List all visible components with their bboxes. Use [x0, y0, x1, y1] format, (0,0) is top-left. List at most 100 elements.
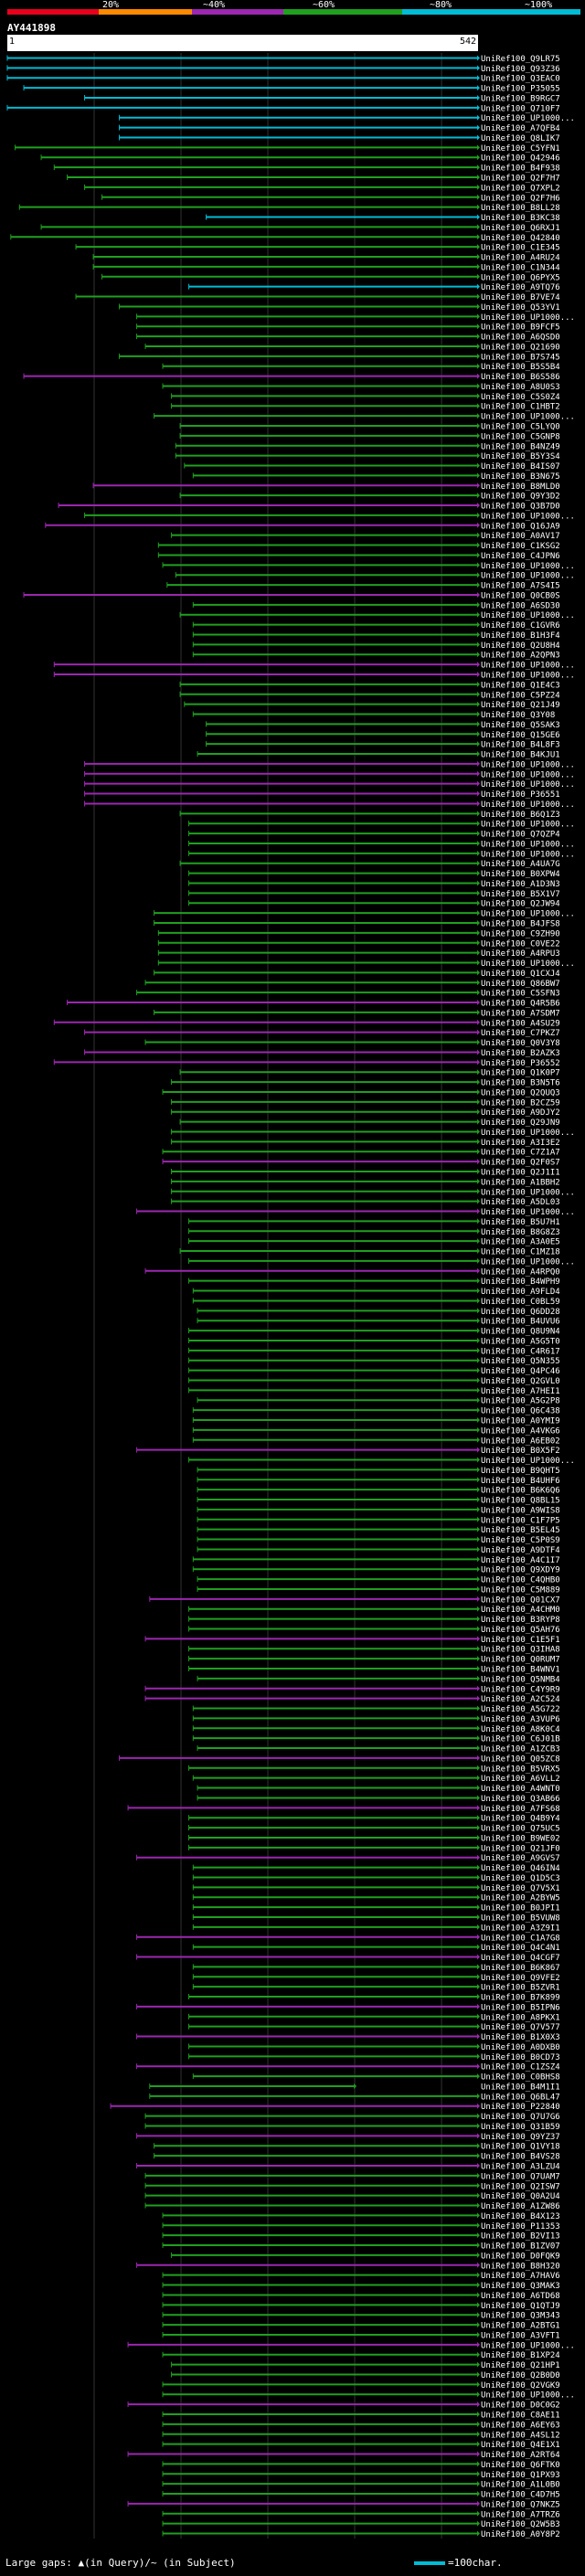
hit-label[interactable]: UniRef100_Q7U7G6 — [481, 2113, 560, 2122]
hit-label[interactable]: UniRef100_UP1000... — [481, 780, 575, 790]
hit-label[interactable]: UniRef100_P36552 — [481, 1059, 560, 1068]
hit-label[interactable]: UniRef100_UP1000... — [481, 562, 575, 571]
hit-label[interactable]: UniRef100_Q21J49 — [481, 701, 560, 710]
hit-label[interactable]: UniRef100_Q7UAM7 — [481, 2172, 560, 2181]
hit-label[interactable]: UniRef100_A5G5T0 — [481, 1337, 560, 1346]
hit-label[interactable]: UniRef100_Q6BL47 — [481, 2093, 560, 2102]
hit-label[interactable]: UniRef100_A9GVS7 — [481, 1854, 560, 1863]
hit-label[interactable]: UniRef100_C4JPN6 — [481, 552, 560, 561]
hit-label[interactable]: UniRef100_Q8BL15 — [481, 1497, 560, 1506]
hit-label[interactable]: UniRef100_B4KJU1 — [481, 751, 560, 760]
hit-label[interactable]: UniRef100_C8AE11 — [481, 2412, 560, 2421]
hit-label[interactable]: UniRef100_Q2F0S7 — [481, 1159, 560, 1168]
hit-label[interactable]: UniRef100_B4WNV1 — [481, 1666, 560, 1675]
hit-label[interactable]: UniRef100_A7S4I5 — [481, 582, 560, 591]
hit-label[interactable]: UniRef100_Q2W5B3 — [481, 2520, 560, 2529]
hit-label[interactable]: UniRef100_D0FQK9 — [481, 2252, 560, 2261]
hit-label[interactable]: UniRef100_Q05ZC8 — [481, 1754, 560, 1764]
hit-label[interactable]: UniRef100_C4Y9R9 — [481, 1685, 560, 1694]
hit-label[interactable]: UniRef100_B9RGC7 — [481, 94, 560, 103]
hit-label[interactable]: UniRef100_B2CZ59 — [481, 1098, 560, 1108]
hit-label[interactable]: UniRef100_Q31B59 — [481, 2123, 560, 2132]
hit-label[interactable]: UniRef100_A4RPQ0 — [481, 1267, 560, 1277]
hit-label[interactable]: UniRef100_C4QHB0 — [481, 1576, 560, 1585]
hit-label[interactable]: UniRef100_B9FCF5 — [481, 323, 560, 333]
hit-label[interactable]: UniRef100_P22840 — [481, 2103, 560, 2112]
hit-label[interactable]: UniRef100_A4WNT0 — [481, 1785, 560, 1794]
hit-label[interactable]: UniRef100_C1E5F1 — [481, 1636, 560, 1645]
hit-label[interactable]: UniRef100_B3RYP8 — [481, 1616, 560, 1625]
hit-label[interactable]: UniRef100_Q1E4C3 — [481, 681, 560, 690]
hit-label[interactable]: UniRef100_C0VE22 — [481, 939, 560, 949]
hit-label[interactable]: UniRef100_UP1000... — [481, 1457, 575, 1466]
hit-label[interactable]: UniRef100_B5X1V7 — [481, 890, 560, 899]
hit-label[interactable]: UniRef100_C1ZSZ4 — [481, 2063, 560, 2072]
hit-label[interactable]: UniRef100_B8MLD0 — [481, 482, 560, 492]
hit-label[interactable]: UniRef100_B2AZK3 — [481, 1049, 560, 1058]
hit-label[interactable]: UniRef100_Q6C438 — [481, 1407, 560, 1416]
hit-label[interactable]: UniRef100_Q1QTJ9 — [481, 2302, 560, 2311]
hit-label[interactable]: UniRef100_A2BYW5 — [481, 1894, 560, 1903]
hit-label[interactable]: UniRef100_A4RU24 — [481, 254, 560, 263]
hit-label[interactable]: UniRef100_C4D7H5 — [481, 2491, 560, 2500]
hit-label[interactable]: UniRef100_A0YMI9 — [481, 1417, 560, 1426]
hit-label[interactable]: UniRef100_Q5N355 — [481, 1357, 560, 1366]
hit-label[interactable]: UniRef100_C9ZH90 — [481, 929, 560, 938]
hit-label[interactable]: UniRef100_A4SU29 — [481, 1019, 560, 1028]
hit-label[interactable]: UniRef100_B4UVU6 — [481, 1318, 560, 1327]
hit-label[interactable]: UniRef100_Q7V577 — [481, 2023, 560, 2032]
hit-label[interactable]: UniRef100_UP1000... — [481, 959, 575, 969]
hit-label[interactable]: UniRef100_Q5NMB4 — [481, 1675, 560, 1684]
hit-label[interactable]: UniRef100_A6VLL2 — [481, 1775, 560, 1784]
hit-label[interactable]: UniRef100_Q93Z36 — [481, 65, 560, 74]
hit-label[interactable]: UniRef100_A4C1I7 — [481, 1556, 560, 1565]
hit-label[interactable]: UniRef100_Q8U9N4 — [481, 1328, 560, 1337]
hit-label[interactable]: UniRef100_A0Y8P2 — [481, 2530, 560, 2539]
hit-label[interactable]: UniRef100_Q2VGK9 — [481, 2381, 560, 2390]
hit-label[interactable]: UniRef100_UP1000... — [481, 572, 575, 581]
hit-label[interactable]: UniRef100_D0C0G2 — [481, 2401, 560, 2411]
hit-label[interactable]: UniRef100_B7VE74 — [481, 293, 560, 302]
hit-label[interactable]: UniRef100_C1KSG2 — [481, 542, 560, 551]
hit-label[interactable]: UniRef100_Q9YZ37 — [481, 2133, 560, 2142]
hit-label[interactable]: UniRef100_A7QFB4 — [481, 124, 560, 133]
hit-label[interactable]: UniRef100_B3N675 — [481, 472, 560, 482]
hit-label[interactable]: UniRef100_A4VKG6 — [481, 1426, 560, 1436]
hit-label[interactable]: UniRef100_Q9Y3D2 — [481, 493, 560, 502]
hit-label[interactable]: UniRef100_C6J01B — [481, 1735, 560, 1744]
hit-label[interactable]: UniRef100_Q2B0D0 — [481, 2371, 560, 2380]
hit-label[interactable]: UniRef100_Q5SAK3 — [481, 721, 560, 730]
hit-label[interactable]: UniRef100_Q2GVL0 — [481, 1377, 560, 1386]
hit-label[interactable]: UniRef100_B2VI13 — [481, 2232, 560, 2242]
hit-label[interactable]: UniRef100_UP1000... — [481, 114, 575, 123]
hit-label[interactable]: UniRef100_Q2F7H7 — [481, 175, 560, 184]
hit-label[interactable]: UniRef100_Q1D5C3 — [481, 1874, 560, 1883]
hit-label[interactable]: UniRef100_Q1K0P7 — [481, 1069, 560, 1078]
hit-label[interactable]: UniRef100_Q2QUQ3 — [481, 1088, 560, 1097]
hit-label[interactable]: UniRef100_B0X5F2 — [481, 1447, 560, 1456]
hit-label[interactable]: UniRef100_B4M1I1 — [481, 2083, 560, 2092]
hit-label[interactable]: UniRef100_Q4E1X1 — [481, 2441, 560, 2450]
hit-label[interactable]: UniRef100_UP1000... — [481, 1129, 575, 1138]
hit-label[interactable]: UniRef100_Q8LIK7 — [481, 134, 560, 143]
hit-label[interactable]: UniRef100_B5U7H1 — [481, 1218, 560, 1227]
hit-label[interactable]: UniRef100_A3VUP6 — [481, 1715, 560, 1724]
hit-label[interactable]: UniRef100_B8G8Z3 — [481, 1228, 560, 1237]
hit-label[interactable]: UniRef100_Q6RXJ1 — [481, 224, 560, 233]
hit-label[interactable]: UniRef100_Q75UC5 — [481, 1825, 560, 1834]
hit-label[interactable]: UniRef100_Q4CGF7 — [481, 1954, 560, 1963]
hit-label[interactable]: UniRef100_B5S5B4 — [481, 363, 560, 372]
hit-label[interactable]: UniRef100_B6K6Q6 — [481, 1487, 560, 1496]
hit-label[interactable]: UniRef100_A5DL03 — [481, 1198, 560, 1207]
hit-label[interactable]: UniRef100_Q4PC46 — [481, 1367, 560, 1376]
hit-label[interactable]: UniRef100_A4CHM0 — [481, 1606, 560, 1615]
hit-label[interactable]: UniRef100_Q9LR75 — [481, 55, 560, 64]
hit-label[interactable]: UniRef100_Q4B9Y4 — [481, 1815, 560, 1824]
hit-label[interactable]: UniRef100_A0DXB0 — [481, 2043, 560, 2052]
hit-label[interactable]: UniRef100_B4NZ49 — [481, 442, 560, 451]
hit-label[interactable]: UniRef100_B1H3F4 — [481, 631, 560, 641]
hit-label[interactable]: UniRef100_C5PZ24 — [481, 691, 560, 700]
hit-label[interactable]: UniRef100_Q2J1I1 — [481, 1169, 560, 1178]
hit-label[interactable]: UniRef100_Q710F7 — [481, 104, 560, 113]
hit-label[interactable]: UniRef100_C5LYQ0 — [481, 423, 560, 432]
